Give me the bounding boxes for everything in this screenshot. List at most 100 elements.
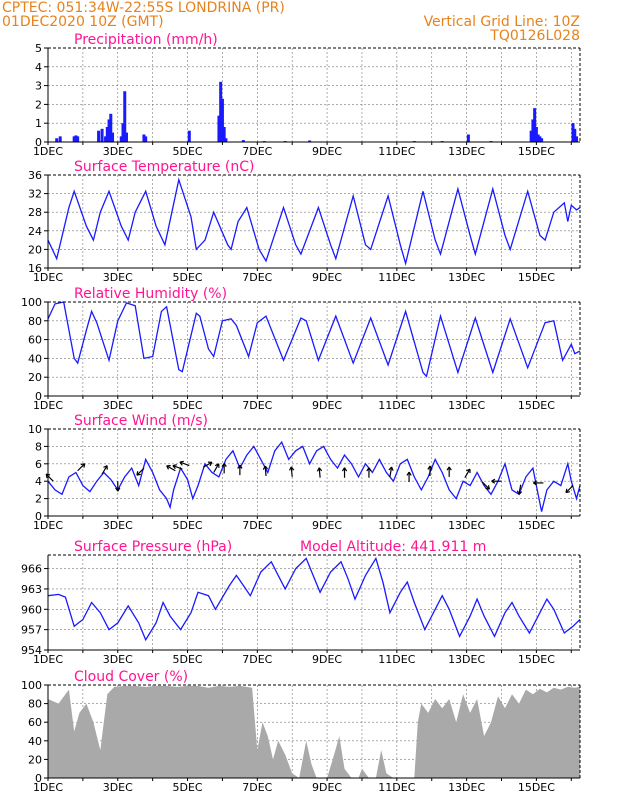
- precip-bar: [105, 126, 109, 142]
- wind-arrow: [481, 481, 490, 490]
- precip-bar: [100, 128, 104, 142]
- wind-arrow-head: [341, 467, 348, 472]
- y-tick-label: 963: [21, 583, 42, 596]
- wind-arrow: [565, 485, 574, 494]
- precip-bar: [571, 123, 575, 142]
- x-tick-label: 1DEC: [33, 399, 63, 412]
- x-tick-label: 9DEC: [312, 145, 342, 158]
- x-tick-label: 13DEC: [448, 519, 485, 532]
- precip-bar: [224, 138, 228, 142]
- precip-bar: [104, 136, 108, 142]
- wind-arrow: [77, 463, 86, 472]
- wind-arrow-head: [533, 480, 538, 486]
- y-tick-label: 4: [35, 61, 42, 74]
- x-tick-label: 7DEC: [242, 519, 272, 532]
- x-tick-label: 15DEC: [518, 781, 555, 794]
- precip-bar: [575, 136, 579, 142]
- x-tick-label: 5DEC: [172, 519, 202, 532]
- wind-arrow-head: [316, 467, 323, 472]
- x-tick-label: 3DEC: [103, 399, 133, 412]
- x-tick-label: 13DEC: [448, 781, 485, 794]
- precip-bar: [466, 134, 470, 142]
- station-line: CPTEC: 051:34W-22:55S LONDRINA (PR): [2, 0, 285, 16]
- precip-bar: [123, 91, 127, 142]
- y-tick-label: 1: [35, 117, 42, 130]
- run-time: 01DEC2020 10Z (GMT): [2, 14, 164, 30]
- precip-bar: [538, 136, 542, 142]
- precip-bar: [121, 123, 125, 142]
- precip-bar: [111, 132, 115, 142]
- wind-arrow: [202, 461, 213, 468]
- x-tick-label: 9DEC: [312, 781, 342, 794]
- wind-arrow-head: [516, 490, 523, 495]
- precip-bar: [531, 119, 535, 142]
- y-tick-label: 2: [35, 98, 42, 111]
- series-line: [47, 301, 581, 378]
- y-tick-label: 60: [28, 716, 42, 729]
- x-tick-label: 13DEC: [448, 271, 485, 284]
- y-tick-label: 36: [28, 169, 42, 182]
- x-tick-label: 1DEC: [33, 519, 63, 532]
- wind-arrow: [389, 466, 393, 477]
- y-tick-label: 100: [21, 679, 42, 692]
- wind-arrow-head: [565, 488, 571, 494]
- y-tick-label: 20: [28, 243, 42, 256]
- wind-arrow: [464, 468, 471, 479]
- precip-bar: [142, 134, 146, 142]
- y-tick-label: 40: [28, 352, 42, 365]
- x-tick-label: 11DEC: [378, 781, 415, 794]
- y-tick-label: 10: [28, 423, 42, 436]
- wind-arrow-head: [221, 463, 227, 468]
- panel-3: 0 20 40 60 80 100 1DEC 3DEC 5DEC 7DEC 9DEC 11DEC 13D…: [21, 286, 581, 412]
- panel-title: Relative Humidity (%): [74, 286, 227, 302]
- panel-title: Cloud Cover (%): [74, 669, 188, 685]
- y-tick-label: 2: [35, 493, 42, 506]
- panel-title: Surface Temperature (nC): [74, 159, 255, 175]
- x-tick-label: 11DEC: [378, 145, 415, 158]
- precip-bar: [533, 108, 537, 142]
- series-line: [47, 556, 581, 642]
- y-tick-label: 960: [21, 603, 42, 616]
- precip-bar: [76, 136, 80, 142]
- x-tick-label: 9DEC: [312, 653, 342, 666]
- precip-bar: [241, 140, 245, 142]
- x-tick-label: 1DEC: [33, 781, 63, 794]
- x-tick-label: 15DEC: [518, 271, 555, 284]
- wind-arrow-head: [166, 465, 171, 470]
- precip-bar: [55, 138, 59, 142]
- wind-arrow-head: [80, 463, 86, 468]
- x-tick-label: 5DEC: [172, 271, 202, 284]
- x-tick-label: 7DEC: [242, 399, 272, 412]
- x-tick-label: 3DEC: [103, 781, 133, 794]
- wind-arrow-head: [103, 465, 108, 470]
- precip-bar: [540, 138, 544, 142]
- precip-bar: [124, 132, 128, 142]
- x-tick-label: 5DEC: [172, 653, 202, 666]
- x-tick-label: 5DEC: [172, 399, 202, 412]
- y-tick-label: 32: [28, 188, 42, 201]
- panel-6: 0 20 40 60 80 100 1DEC 3DEC 5DEC 7DEC 9DEC 11DEC 13D…: [21, 669, 581, 794]
- y-tick-label: 16: [28, 262, 42, 275]
- panel-4: 0 2 4 6 8 10 1DEC 3DEC 5DEC 7DEC 9DEC 11DEC 13DEC 15D…: [28, 413, 581, 532]
- precip-bar: [144, 136, 148, 142]
- cloud-area: [48, 685, 580, 778]
- wind-arrow-head: [466, 468, 471, 474]
- x-tick-label: 13DEC: [448, 145, 485, 158]
- wind-arrow-head: [136, 471, 141, 476]
- y-tick-label: 0: [35, 772, 42, 785]
- y-tick-label: 8: [35, 440, 42, 453]
- series-line: [47, 440, 581, 512]
- y-tick-label: 966: [21, 563, 42, 576]
- y-tick-label: 40: [28, 735, 42, 748]
- precip-bar: [573, 128, 577, 142]
- precip-bar: [536, 134, 540, 142]
- y-tick-label: 0: [35, 390, 42, 403]
- wind-arrow: [45, 473, 54, 482]
- y-tick-label: 0: [35, 136, 42, 149]
- y-tick-label: 957: [21, 624, 42, 637]
- x-tick-label: 15DEC: [518, 653, 555, 666]
- x-tick-label: 13DEC: [448, 399, 485, 412]
- x-tick-label: 11DEC: [378, 519, 415, 532]
- model-altitude: Model Altitude: 441.911 m: [300, 539, 486, 555]
